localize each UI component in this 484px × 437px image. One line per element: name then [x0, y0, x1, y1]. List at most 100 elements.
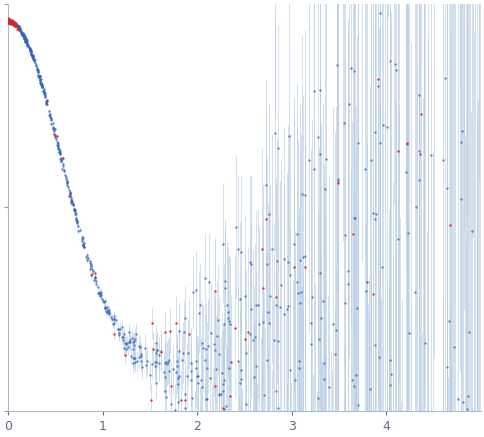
Point — [11, 21, 19, 28]
Point — [192, 365, 200, 372]
Point — [241, 400, 249, 407]
Point — [10, 19, 18, 26]
Point — [10, 20, 17, 27]
Point — [161, 388, 169, 395]
Point — [39, 88, 47, 95]
Point — [63, 181, 71, 188]
Point — [165, 357, 172, 364]
Point — [91, 274, 98, 281]
Point — [129, 338, 136, 345]
Point — [316, 151, 323, 158]
Point — [20, 33, 28, 40]
Point — [10, 19, 18, 26]
Point — [80, 239, 88, 246]
Point — [12, 21, 19, 28]
Point — [296, 300, 303, 307]
Point — [210, 341, 217, 348]
Point — [7, 18, 15, 25]
Point — [39, 87, 47, 94]
Point — [105, 308, 112, 315]
Point — [129, 359, 137, 366]
Point — [82, 253, 90, 260]
Point — [22, 36, 30, 43]
Point — [192, 287, 199, 294]
Point — [291, 376, 299, 383]
Point — [5, 18, 13, 25]
Point — [4, 18, 12, 25]
Point — [402, 140, 410, 147]
Point — [7, 17, 15, 24]
Point — [201, 427, 209, 434]
Point — [124, 343, 132, 350]
Point — [71, 207, 78, 214]
Point — [63, 180, 71, 187]
Point — [4, 18, 12, 25]
Point — [152, 347, 160, 354]
Point — [6, 17, 14, 24]
Point — [23, 39, 30, 46]
Point — [80, 244, 88, 251]
Point — [220, 285, 228, 292]
Point — [37, 79, 45, 86]
Point — [191, 426, 198, 433]
Point — [36, 79, 44, 86]
Point — [10, 20, 18, 27]
Point — [402, 168, 409, 175]
Point — [29, 52, 36, 59]
Point — [15, 23, 23, 30]
Point — [212, 365, 220, 372]
Point — [155, 360, 163, 367]
Point — [28, 50, 35, 57]
Point — [350, 67, 358, 74]
Point — [315, 335, 322, 342]
Point — [8, 19, 15, 26]
Point — [64, 183, 72, 190]
Point — [231, 324, 239, 331]
Point — [447, 0, 454, 2]
Point — [264, 309, 272, 316]
Point — [4, 19, 12, 26]
Point — [5, 18, 13, 25]
Point — [5, 18, 13, 25]
Point — [201, 357, 209, 364]
Point — [391, 60, 398, 67]
Point — [10, 19, 18, 26]
Point — [385, 382, 393, 389]
Point — [385, 357, 393, 364]
Point — [5, 17, 13, 24]
Point — [426, 152, 434, 159]
Point — [13, 26, 21, 33]
Point — [248, 337, 256, 344]
Point — [194, 372, 202, 379]
Point — [292, 231, 300, 238]
Point — [59, 165, 66, 172]
Point — [271, 388, 279, 395]
Point — [91, 274, 99, 281]
Point — [213, 317, 221, 324]
Point — [28, 50, 35, 57]
Point — [181, 314, 188, 321]
Point — [313, 134, 321, 141]
Point — [21, 32, 29, 39]
Point — [43, 100, 50, 107]
Point — [37, 76, 45, 83]
Point — [365, 386, 373, 393]
Point — [5, 17, 13, 24]
Point — [174, 374, 182, 381]
Point — [66, 190, 74, 197]
Point — [157, 349, 165, 356]
Point — [36, 76, 44, 83]
Point — [8, 20, 15, 27]
Point — [219, 240, 227, 247]
Point — [24, 42, 32, 49]
Point — [60, 168, 68, 175]
Point — [115, 331, 123, 338]
Point — [9, 20, 17, 27]
Point — [262, 260, 270, 267]
Point — [254, 321, 262, 328]
Point — [258, 319, 266, 326]
Point — [96, 290, 104, 297]
Point — [225, 364, 232, 371]
Point — [414, 148, 422, 155]
Point — [442, 185, 450, 192]
